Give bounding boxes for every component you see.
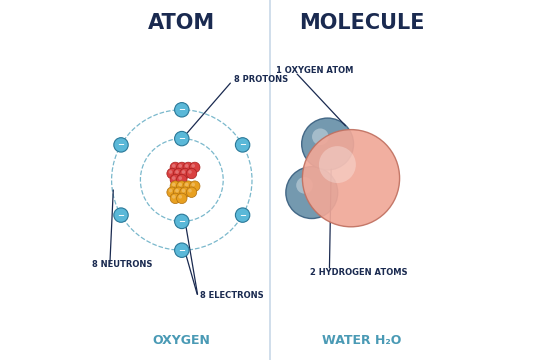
Circle shape <box>168 189 172 193</box>
Circle shape <box>191 164 195 168</box>
Circle shape <box>191 183 195 186</box>
Circle shape <box>178 176 182 180</box>
Text: 2 HYDROGEN ATOMS: 2 HYDROGEN ATOMS <box>309 268 407 276</box>
Circle shape <box>185 164 188 168</box>
Circle shape <box>177 162 187 173</box>
Text: 1 OXYGEN ATOM: 1 OXYGEN ATOM <box>276 66 354 75</box>
Text: −: − <box>178 105 185 114</box>
Circle shape <box>183 181 193 192</box>
Circle shape <box>114 208 128 222</box>
Text: −: − <box>178 246 185 255</box>
Text: 8 PROTONS: 8 PROTONS <box>234 76 288 85</box>
Circle shape <box>302 130 400 227</box>
Text: ATOM: ATOM <box>148 13 215 33</box>
Circle shape <box>177 174 187 185</box>
Circle shape <box>168 170 172 174</box>
Circle shape <box>302 118 354 170</box>
Circle shape <box>296 177 313 194</box>
Text: −: − <box>239 211 246 220</box>
Circle shape <box>174 103 189 117</box>
Circle shape <box>190 181 200 192</box>
Circle shape <box>235 138 250 152</box>
Circle shape <box>235 208 250 222</box>
Circle shape <box>183 162 193 173</box>
Circle shape <box>312 129 329 145</box>
Circle shape <box>170 174 180 185</box>
Circle shape <box>170 162 180 173</box>
Circle shape <box>172 183 176 186</box>
Text: 8 NEUTRONS: 8 NEUTRONS <box>92 260 152 269</box>
Circle shape <box>174 243 189 257</box>
Circle shape <box>174 214 189 229</box>
Circle shape <box>188 170 192 174</box>
Text: −: − <box>178 217 185 226</box>
Circle shape <box>180 168 190 179</box>
Text: −: − <box>118 140 125 149</box>
Circle shape <box>178 195 182 199</box>
Circle shape <box>177 181 187 192</box>
Circle shape <box>174 131 189 146</box>
Circle shape <box>319 146 356 183</box>
Circle shape <box>186 187 197 197</box>
Circle shape <box>186 168 197 179</box>
Text: 8 ELECTRONS: 8 ELECTRONS <box>200 292 264 300</box>
Circle shape <box>172 164 176 168</box>
Circle shape <box>175 170 179 174</box>
Circle shape <box>181 189 185 193</box>
Circle shape <box>178 183 182 186</box>
Text: −: − <box>239 140 246 149</box>
Circle shape <box>170 193 180 203</box>
Circle shape <box>172 195 176 199</box>
Circle shape <box>178 164 182 168</box>
Circle shape <box>172 176 176 180</box>
Text: −: − <box>178 134 185 143</box>
Text: WATER H₂O: WATER H₂O <box>322 334 401 347</box>
Circle shape <box>185 183 188 186</box>
Circle shape <box>177 193 187 203</box>
Circle shape <box>190 162 200 173</box>
Text: −: − <box>118 211 125 220</box>
Text: OXYGEN: OXYGEN <box>153 334 211 347</box>
Text: MOLECULE: MOLECULE <box>299 13 424 33</box>
Circle shape <box>173 187 184 197</box>
Circle shape <box>170 181 180 192</box>
Circle shape <box>173 168 184 179</box>
Circle shape <box>188 189 192 193</box>
Circle shape <box>167 168 177 179</box>
Circle shape <box>180 187 190 197</box>
Circle shape <box>286 167 338 219</box>
Circle shape <box>114 138 128 152</box>
Circle shape <box>175 189 179 193</box>
Circle shape <box>167 187 177 197</box>
Circle shape <box>181 170 185 174</box>
